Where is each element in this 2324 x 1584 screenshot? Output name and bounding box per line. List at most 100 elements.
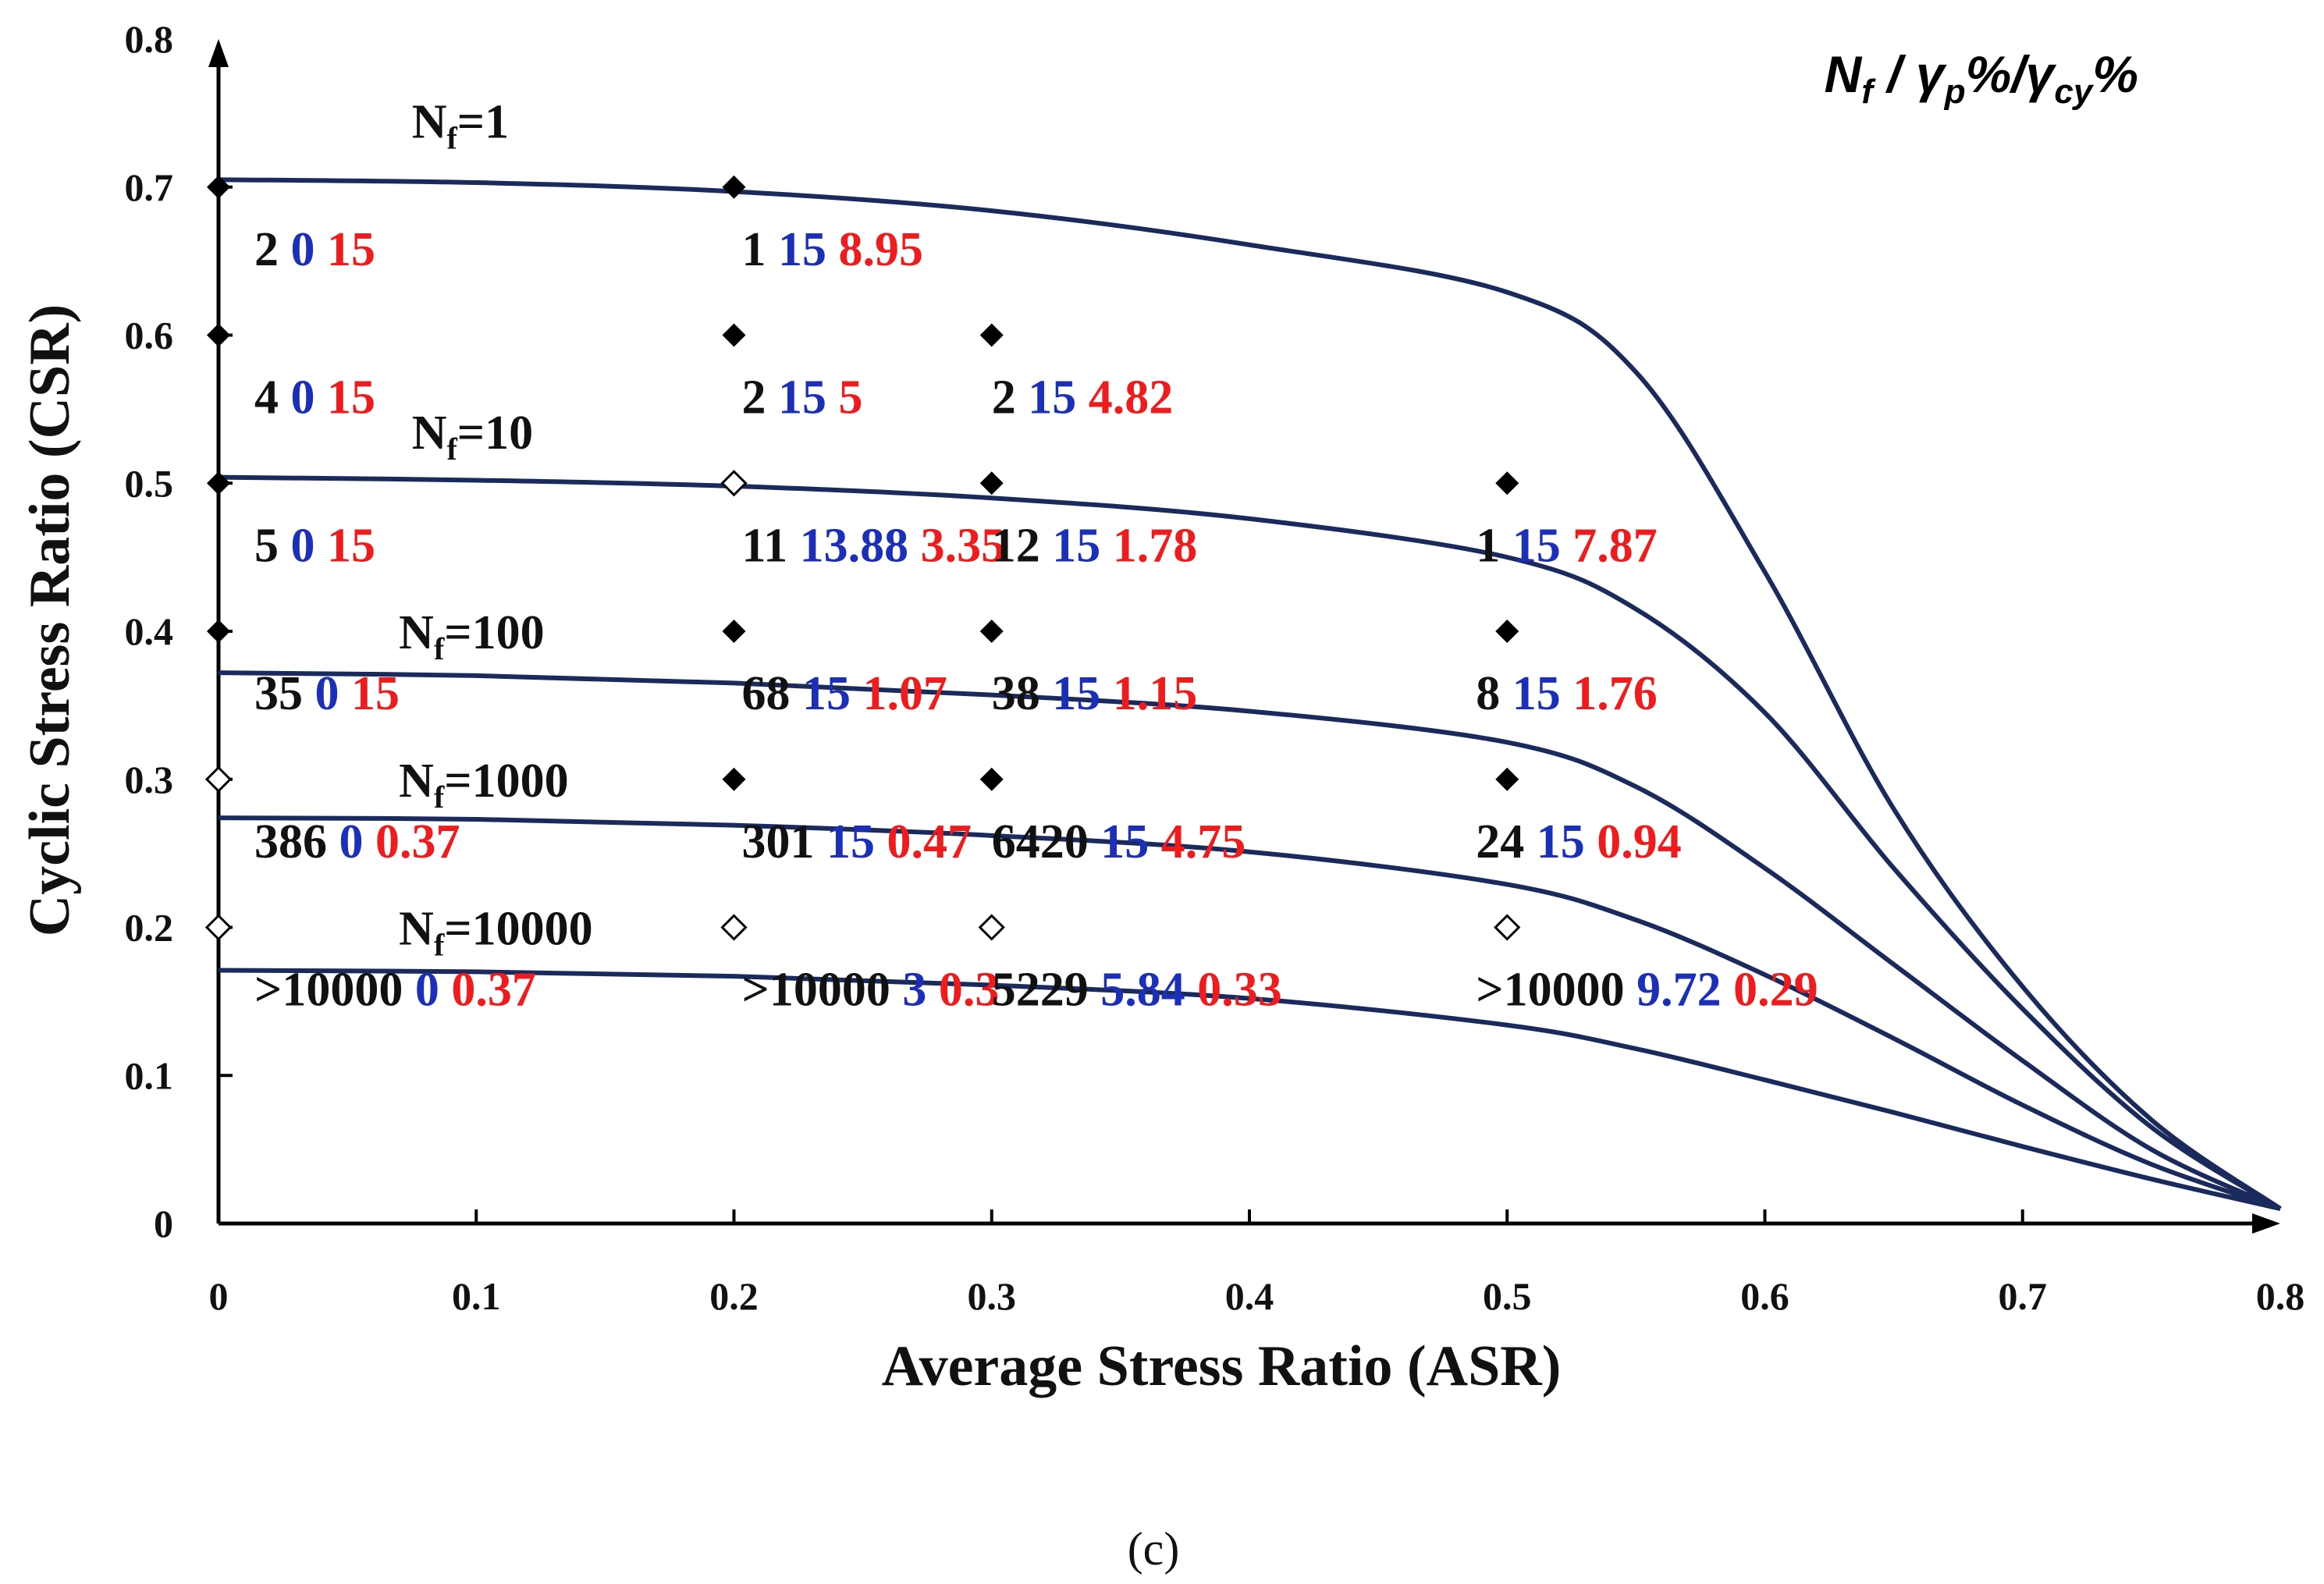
gamma-cy-value: 3.35 xyxy=(921,519,1006,572)
y-tick-label: 0.2 xyxy=(125,906,174,950)
point-annotation: >10000 3 0.3 xyxy=(742,964,1000,1017)
legend-sep1: / xyxy=(1873,45,1916,103)
curve-label: Nf=10 xyxy=(412,407,533,467)
curve-label: Nf=1 xyxy=(412,95,509,155)
gamma-p-value: 3 xyxy=(902,964,939,1017)
x-tick-label: 0.3 xyxy=(968,1274,1017,1318)
gamma-cy-value: 5 xyxy=(839,371,863,424)
data-point-filled xyxy=(1495,620,1519,643)
curve-label-suffix: =1 xyxy=(457,95,509,148)
gamma-cy-value: 0.33 xyxy=(1197,964,1282,1017)
curve-label-suffix: =10000 xyxy=(444,903,592,956)
point-annotation: 4 0 15 xyxy=(254,371,375,424)
gamma-cy-value: 15 xyxy=(351,667,400,720)
data-point-open xyxy=(204,914,233,941)
gamma-p-value: 9.72 xyxy=(1636,964,1733,1017)
gamma-p-value: 5.84 xyxy=(1100,964,1197,1017)
gamma-cy-value: 1.07 xyxy=(863,667,948,720)
curve-label-suffix: =100 xyxy=(444,606,544,659)
y-tick-label: 0.3 xyxy=(125,758,174,801)
data-point-filled xyxy=(979,323,1004,347)
gamma-cy-value: 0.29 xyxy=(1733,964,1818,1017)
x-tick-label: 0.7 xyxy=(1999,1274,2048,1318)
data-point-open xyxy=(720,914,748,941)
data-point-filled xyxy=(979,471,1004,495)
nf-value: 68 xyxy=(742,667,803,720)
gamma-p-value: 15 xyxy=(1512,519,1573,572)
nf-value: 2 xyxy=(254,223,291,276)
gamma-p-value: 0 xyxy=(339,815,376,868)
gamma-cy-value: 4.75 xyxy=(1161,815,1246,868)
fatigue-curve xyxy=(218,474,2282,1211)
nf-value: 12 xyxy=(992,519,1053,572)
gamma-p-value: 15 xyxy=(1052,667,1113,720)
data-point-filled xyxy=(1495,767,1519,791)
gamma-p-value: 0 xyxy=(415,964,452,1017)
point-annotation: 11 13.88 3.35 xyxy=(742,519,1006,572)
legend-gcy: γ xyxy=(2026,45,2057,103)
fatigue-curve xyxy=(218,670,2282,1211)
data-point-filled xyxy=(722,323,746,347)
data-point-filled xyxy=(979,620,1004,643)
nf-value: >10000 xyxy=(1476,964,1636,1017)
nf-value: >10000 xyxy=(254,964,415,1017)
point-annotation: 2 15 4.82 xyxy=(992,371,1174,424)
fatigue-curves xyxy=(218,177,2282,1211)
point-annotation: 301 15 0.47 xyxy=(742,815,972,868)
nf-value: 11 xyxy=(742,519,800,572)
curve-label-sub: f xyxy=(446,120,457,155)
point-annotation: 8 15 1.76 xyxy=(1476,667,1658,720)
curve-label-sub: f xyxy=(434,631,445,666)
fatigue-curve xyxy=(218,815,2281,1211)
nf-value: 1 xyxy=(1476,519,1512,572)
gamma-p-value: 15 xyxy=(826,815,887,868)
data-point-filled xyxy=(722,767,746,791)
y-axis-title: Cyclic Stress Ratio (CSR) xyxy=(18,304,82,936)
gamma-p-value: 15 xyxy=(778,371,839,424)
nf-value: >10000 xyxy=(742,964,903,1017)
data-point-open xyxy=(978,914,1005,941)
data-point-filled xyxy=(207,175,230,199)
point-annotation: 2 0 15 xyxy=(254,223,375,276)
gamma-p-value: 0 xyxy=(315,667,352,720)
data-point-filled xyxy=(207,471,230,495)
y-tick-label: 0.6 xyxy=(125,314,174,357)
curve-label-prefix: N xyxy=(412,407,447,460)
data-point-filled xyxy=(207,323,230,347)
y-axis-arrow xyxy=(208,39,229,67)
legend-nf: N xyxy=(1825,45,1863,103)
gamma-p-value: 15 xyxy=(1028,371,1089,424)
curve-label-prefix: N xyxy=(399,606,434,659)
gamma-p-value: 0 xyxy=(291,371,328,424)
x-tick-label: 0.6 xyxy=(1740,1274,1789,1318)
point-annotation: >10000 0 0.37 xyxy=(254,964,536,1017)
gamma-p-value: 0 xyxy=(291,223,328,276)
gamma-p-value: 15 xyxy=(1052,519,1113,572)
gamma-p-value: 15 xyxy=(1512,667,1573,720)
x-tick-label: 0 xyxy=(209,1274,229,1318)
data-point-filled xyxy=(722,175,746,199)
curve-label-prefix: N xyxy=(412,95,447,148)
curve-label-sub: f xyxy=(446,432,457,467)
point-annotation: 38 15 1.15 xyxy=(992,667,1198,720)
gamma-p-value: 13.88 xyxy=(800,519,921,572)
curve-label: Nf=100 xyxy=(399,606,544,666)
gamma-cy-value: 1.76 xyxy=(1572,667,1658,720)
figure-caption: (c) xyxy=(1128,1523,1180,1575)
curve-label: Nf=10000 xyxy=(399,903,592,963)
legend-pct2: % xyxy=(2092,45,2138,103)
y-tick-label: 0.5 xyxy=(125,461,174,505)
gamma-cy-value: 0.94 xyxy=(1597,815,1682,868)
fatigue-curve xyxy=(218,177,2282,1211)
x-tick-label: 0.8 xyxy=(2256,1274,2305,1318)
nf-value: 386 xyxy=(254,815,339,868)
nf-value: 1 xyxy=(742,223,779,276)
point-annotation: 5229 5.84 0.33 xyxy=(992,964,1282,1017)
y-tick-label: 0.8 xyxy=(125,17,174,61)
gamma-cy-value: 0.47 xyxy=(887,815,972,868)
gamma-p-value: 15 xyxy=(1100,815,1161,868)
nf-value: 35 xyxy=(254,667,315,720)
gamma-cy-value: 0.3 xyxy=(939,964,1000,1017)
